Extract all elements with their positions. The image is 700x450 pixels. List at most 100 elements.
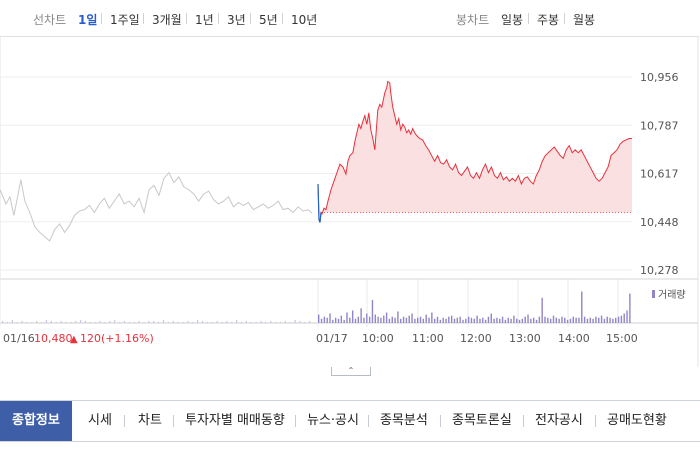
volume-bar: [226, 320, 228, 323]
volume-bar: [231, 321, 233, 323]
separator: [282, 13, 283, 24]
prev-day-up-arrow: ▲: [70, 334, 78, 345]
volume-bar: [26, 321, 28, 323]
volume-bar: [572, 316, 574, 323]
tab-analysis[interactable]: 종목분석: [380, 413, 428, 428]
tab-quotes[interactable]: 시세: [88, 413, 112, 428]
period-1year[interactable]: 1년: [195, 13, 214, 27]
candle-daily[interactable]: 일봉: [501, 13, 524, 27]
volume-bar: [340, 315, 343, 323]
volume-bar: [566, 319, 569, 323]
volume-bar: [162, 319, 165, 323]
volume-bar: [394, 317, 396, 323]
prev-day-price-line: [0, 171, 313, 242]
volume-bar: [484, 319, 487, 323]
tab-overview[interactable]: 종합정보: [0, 401, 72, 441]
volume-bar: [265, 321, 267, 323]
price-chart: 10,956 10,787 10,617 10,448 10,278 01/17 10:00…: [0, 37, 699, 367]
volume-bar: [109, 320, 111, 323]
volume-bar: [326, 317, 328, 323]
volume-bar: [422, 318, 425, 323]
volume-bar: [55, 321, 57, 323]
volume-bar: [65, 321, 67, 323]
period-3year[interactable]: 3년: [227, 13, 246, 27]
chart-collapse-handle[interactable]: ⌃: [331, 367, 371, 376]
candle-weekly[interactable]: 주봉: [537, 13, 560, 27]
volume-bar: [532, 317, 535, 323]
volume-bar: [172, 320, 174, 323]
period-1week[interactable]: 1주일: [110, 13, 140, 27]
volume-bar: [476, 315, 478, 323]
time-tick-label: 10:00: [362, 332, 394, 345]
time-tick-label: 11:00: [412, 332, 444, 345]
volume-bar: [2, 320, 4, 323]
volume-bar: [558, 318, 560, 323]
volume-bar: [351, 310, 354, 323]
volume-bar: [143, 321, 145, 323]
tab-separator: [595, 415, 596, 427]
volume-bar: [6, 321, 9, 323]
today-price-area: [318, 81, 632, 213]
tab-short-selling[interactable]: 공매도현황: [607, 413, 667, 428]
period-1day[interactable]: 1일: [78, 13, 98, 27]
prev-day-change-pct: (+1.16%): [101, 332, 154, 345]
tab-investor-trades[interactable]: 투자자별 매매동향: [185, 413, 285, 428]
volume-bar: [357, 316, 360, 323]
volume-bar: [128, 321, 130, 323]
volume-bar: [501, 316, 504, 323]
volume-bar: [510, 318, 512, 323]
volume-bar: [467, 316, 470, 323]
volume-bar: [158, 321, 160, 323]
candle-monthly[interactable]: 월봉: [573, 13, 596, 27]
volume-bar: [80, 319, 82, 323]
volume-bar: [245, 320, 247, 323]
volume-bar: [260, 320, 262, 323]
volume-bar: [592, 318, 594, 323]
volume-bar: [360, 308, 362, 323]
volume-bar: [366, 313, 368, 323]
volume-bar: [569, 318, 572, 323]
volume-bar: [192, 321, 194, 323]
period-5year[interactable]: 5년: [259, 13, 278, 27]
volume-bar: [299, 320, 301, 323]
volume-bar: [167, 321, 169, 323]
period-10year[interactable]: 10년: [291, 13, 318, 27]
volume-bar: [284, 320, 286, 323]
volume-bar: [552, 315, 555, 323]
volume-bar: [45, 319, 48, 323]
volume-bar: [524, 316, 526, 323]
volume-bar: [493, 318, 495, 323]
volume-bar: [332, 319, 334, 323]
tab-discussion[interactable]: 종목토론실: [452, 413, 512, 428]
volume-bar: [555, 317, 558, 323]
volume-bar: [544, 316, 546, 323]
volume-bar: [414, 318, 416, 323]
period-3month[interactable]: 3개월: [152, 13, 182, 27]
volume-bar: [397, 311, 399, 323]
volume-bar: [318, 314, 320, 323]
tab-chart[interactable]: 차트: [138, 413, 162, 428]
tab-separator: [295, 415, 296, 427]
time-tick-label: 13:00: [509, 332, 541, 345]
volume-bar: [371, 299, 374, 323]
volume-bar: [589, 317, 591, 323]
tab-separator: [523, 415, 524, 427]
volume-bar: [374, 314, 376, 323]
stock-info-tabs: 종합정보 시세 차트 투자자별 매매동향 뉴스·공시 종목분석 종목토론실 전자…: [0, 400, 700, 442]
volume-bar: [99, 320, 101, 323]
volume-bar: [21, 320, 23, 323]
volume-bar: [462, 319, 464, 323]
volume-bar: [547, 317, 549, 323]
volume-bar: [615, 317, 617, 323]
tab-news[interactable]: 뉴스·공시: [307, 413, 359, 428]
volume-bar: [31, 321, 33, 323]
volume-legend-label: 거래량: [658, 289, 686, 301]
volume-bar: [411, 313, 413, 323]
volume-bar: [346, 312, 348, 323]
volume-bar: [275, 321, 277, 323]
volume-bar: [445, 318, 447, 323]
tab-disclosure[interactable]: 전자공시: [535, 413, 583, 428]
volume-bar: [583, 316, 586, 323]
volume-bar: [564, 317, 566, 323]
volume-bar: [197, 319, 199, 323]
